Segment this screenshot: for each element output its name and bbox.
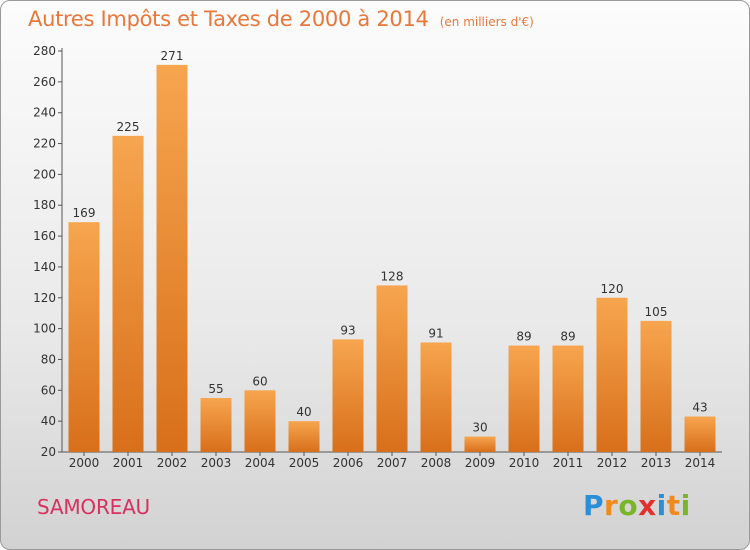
chart-title: Autres Impôts et Taxes de 2000 à 2014 (e… — [28, 7, 534, 31]
x-tick-label: 2002 — [157, 456, 188, 470]
logo-letter: i — [680, 489, 691, 522]
bar-2013 — [640, 320, 672, 452]
bar-value-label: 169 — [73, 206, 96, 220]
y-tick-label: 180 — [33, 198, 56, 212]
bar-value-label: 55 — [208, 382, 223, 396]
bar-2011 — [552, 345, 584, 452]
x-tick-label: 2013 — [641, 456, 672, 470]
y-tick-label: 200 — [33, 167, 56, 181]
bar-value-label: 120 — [601, 282, 624, 296]
bar-2006 — [332, 339, 364, 452]
commune-name: SAMOREAU — [37, 495, 150, 519]
bar-value-label: 128 — [381, 269, 404, 283]
x-tick-label: 2011 — [553, 456, 584, 470]
bar-2000 — [68, 222, 100, 452]
bar-value-label: 225 — [117, 120, 140, 134]
x-tick-label: 2003 — [201, 456, 232, 470]
logo-letter: i — [656, 489, 667, 522]
x-tick-label: 2004 — [245, 456, 276, 470]
y-tick-label: 20 — [41, 445, 56, 459]
x-tick-label: 2000 — [69, 456, 100, 470]
y-tick-label: 140 — [33, 260, 56, 274]
x-tick-label: 2007 — [377, 456, 408, 470]
bar-2007 — [376, 285, 408, 452]
bar-value-label: 60 — [252, 374, 267, 388]
bar-2014 — [684, 416, 716, 452]
bar-2009 — [464, 436, 496, 452]
logo-letter: r — [604, 489, 619, 522]
proxiti-logo[interactable]: Proxiti — [583, 489, 691, 522]
y-tick-label: 240 — [33, 106, 56, 120]
title-unit: (en milliers d'€) — [439, 15, 534, 29]
logo-letter: P — [583, 489, 605, 522]
y-tick-label: 40 — [41, 414, 56, 428]
y-tick-label: 80 — [41, 352, 56, 366]
bar-value-label: 105 — [645, 305, 668, 319]
x-tick-label: 2012 — [597, 456, 628, 470]
bar-value-label: 91 — [428, 326, 443, 340]
bar-value-label: 40 — [296, 405, 311, 419]
bar-2010 — [508, 345, 540, 452]
x-tick-label: 2008 — [421, 456, 452, 470]
logo-letter: x — [638, 489, 657, 522]
bar-value-label: 89 — [560, 330, 575, 344]
x-tick-label: 2014 — [685, 456, 716, 470]
bar-2002 — [156, 64, 188, 452]
logo-letter: t — [666, 489, 681, 522]
bar-2003 — [200, 398, 232, 452]
bar-2012 — [596, 297, 628, 452]
y-tick-label: 120 — [33, 291, 56, 305]
bar-2001 — [112, 135, 144, 453]
bar-2004 — [244, 390, 276, 452]
bar-2005 — [288, 421, 320, 452]
bar-value-label: 89 — [516, 330, 531, 344]
y-tick-label: 280 — [33, 44, 56, 58]
bar-value-label: 271 — [161, 49, 184, 63]
bar-value-label: 93 — [340, 323, 355, 337]
x-tick-label: 2001 — [113, 456, 144, 470]
bar-value-label: 43 — [692, 401, 707, 415]
title-main: Autres Impôts et Taxes de 2000 à 2014 — [28, 7, 429, 31]
y-tick-label: 100 — [33, 322, 56, 336]
x-tick-label: 2010 — [509, 456, 540, 470]
x-tick-label: 2009 — [465, 456, 496, 470]
bar-2008 — [420, 342, 452, 452]
y-tick-label: 260 — [33, 75, 56, 89]
x-tick-label: 2005 — [289, 456, 320, 470]
x-tick-label: 2006 — [333, 456, 364, 470]
y-tick-label: 220 — [33, 137, 56, 151]
y-tick-label: 60 — [41, 383, 56, 397]
y-tick-label: 160 — [33, 229, 56, 243]
bar-value-label: 30 — [472, 421, 487, 435]
logo-letter: o — [618, 489, 639, 522]
